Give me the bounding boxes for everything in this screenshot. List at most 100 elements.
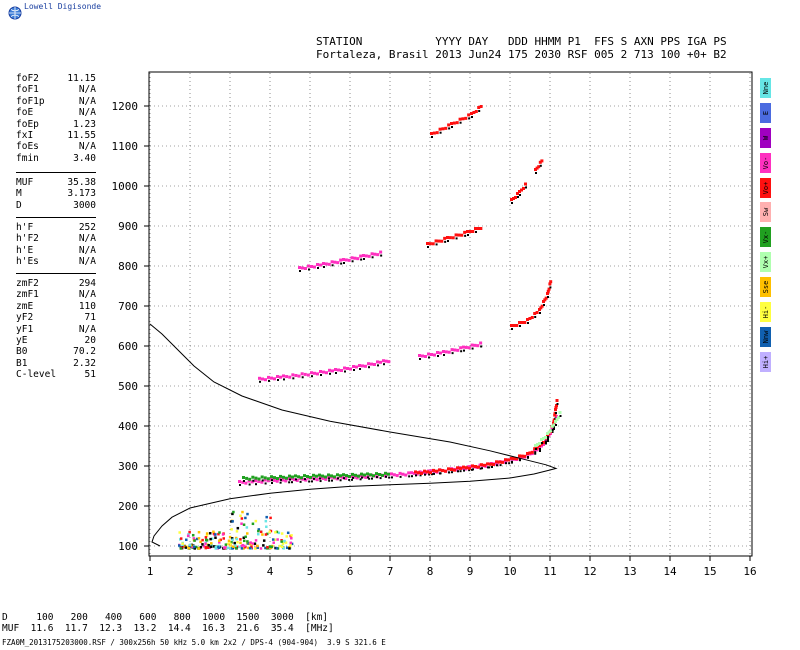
- es-point: [223, 546, 226, 549]
- echo-point: [447, 123, 451, 127]
- echo-point: [408, 475, 411, 478]
- echo-point: [526, 452, 529, 455]
- echo-point: [340, 262, 343, 265]
- es-point: [247, 542, 251, 545]
- station-header-values: Fortaleza, Brasil 2013 Jun24 175 2030 RS…: [316, 48, 727, 61]
- echo-point: [344, 370, 346, 373]
- globe-icon: [8, 6, 22, 20]
- echo-point: [552, 423, 556, 427]
- param-row: foEp 1.23: [16, 119, 96, 130]
- es-point: [216, 545, 220, 549]
- echo-point: [551, 428, 554, 431]
- echo-point: [351, 478, 353, 481]
- param-name: C-level: [16, 369, 57, 381]
- echo-point: [238, 480, 241, 483]
- es-point: [186, 534, 190, 538]
- echo-point: [336, 473, 339, 477]
- es-point: [244, 516, 247, 520]
- echo-point: [358, 474, 362, 478]
- param-row: MUF 35.38: [16, 177, 96, 188]
- es-point: [218, 531, 221, 534]
- echo-point: [404, 473, 408, 477]
- es-point: [232, 510, 235, 514]
- echo-point: [313, 265, 316, 269]
- echo-point: [264, 378, 267, 382]
- param-row: zmE 110: [16, 301, 96, 312]
- echo-point: [539, 306, 543, 310]
- echo-point: [353, 256, 357, 260]
- echo-point: [319, 370, 322, 373]
- echo-point: [446, 236, 449, 239]
- y-tick-label: 400: [118, 420, 138, 433]
- echo-point: [467, 113, 471, 117]
- echo-point: [555, 404, 558, 407]
- echo-point: [299, 480, 302, 483]
- param-value: N/A: [78, 107, 96, 119]
- echo-point: [479, 105, 483, 108]
- es-point: [290, 534, 293, 537]
- echo-point: [559, 415, 562, 417]
- echo-point: [444, 469, 447, 473]
- echo-point: [363, 258, 365, 260]
- es-point: [259, 547, 263, 550]
- echo-point: [257, 477, 261, 481]
- echo-point: [337, 477, 339, 480]
- echo-point: [384, 359, 388, 363]
- echo-point: [359, 368, 361, 370]
- es-point: [179, 547, 183, 550]
- echo-point: [320, 374, 322, 376]
- echo-point: [443, 354, 445, 356]
- legend-label: Vx+: [761, 255, 770, 269]
- echo-point: [244, 481, 248, 485]
- param-row: fxI 11.55: [16, 130, 96, 141]
- es-point: [266, 546, 269, 549]
- echo-point: [530, 450, 534, 454]
- echo-point: [263, 478, 267, 482]
- echo-point: [424, 355, 427, 358]
- es-point: [197, 547, 200, 550]
- echo-point: [307, 264, 310, 268]
- echo-point: [251, 475, 255, 479]
- echo-point: [245, 476, 249, 480]
- param-value: N/A: [78, 84, 96, 96]
- es-point: [234, 544, 237, 547]
- echo-trace: [426, 227, 483, 248]
- legend-label: Sw: [761, 208, 770, 217]
- echo-point: [284, 479, 288, 483]
- param-row: B1 2.32: [16, 358, 96, 369]
- es-point: [210, 545, 213, 549]
- echo-point: [328, 477, 330, 480]
- params-heights: h'F 252 h'F2 N/A h'E N/A h'Es N/A: [16, 222, 96, 268]
- echo-trace: [534, 159, 544, 174]
- echo-point: [427, 352, 430, 356]
- echo-point: [263, 476, 267, 480]
- echo-point: [554, 406, 558, 409]
- echo-point: [558, 411, 562, 414]
- echo-point: [548, 282, 552, 286]
- es-point: [187, 546, 190, 550]
- echo-point: [495, 462, 499, 466]
- echo-point: [554, 420, 557, 423]
- divider: [16, 172, 96, 173]
- es-point: [212, 545, 216, 548]
- echo-point: [534, 444, 537, 447]
- es-point: [280, 532, 284, 535]
- es-point: [273, 538, 277, 541]
- echo-point: [510, 324, 513, 327]
- echo-point: [429, 471, 432, 475]
- echo-point: [419, 474, 422, 477]
- y-tick-label: 1100: [112, 140, 139, 153]
- echo-point: [273, 377, 276, 381]
- echo-point: [522, 187, 525, 190]
- echo-point: [349, 367, 352, 371]
- es-point: [205, 532, 209, 535]
- es-point: [191, 533, 195, 537]
- param-name: h'E: [16, 244, 34, 256]
- echo-point: [459, 466, 462, 470]
- echo-point: [316, 372, 319, 376]
- echo-point: [543, 298, 547, 302]
- es-point: [264, 533, 268, 536]
- echo-point: [464, 116, 468, 120]
- param-value: N/A: [78, 141, 96, 153]
- x-tick-label: 6: [347, 565, 354, 578]
